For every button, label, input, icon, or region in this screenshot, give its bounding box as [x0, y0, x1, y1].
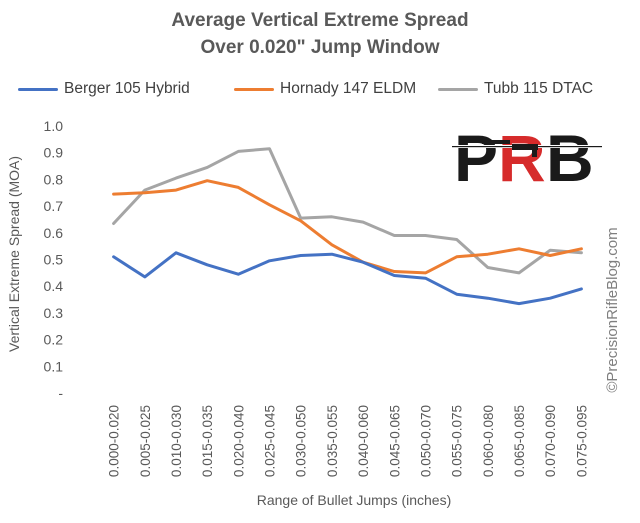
x-axis-label: Range of Bullet Jumps (inches) — [256, 492, 452, 508]
x-tick-label: 0.065-0.085 — [512, 405, 527, 477]
y-tick-label: 0.5 — [44, 252, 64, 268]
legend-swatch-tubb — [438, 87, 478, 91]
legend-item-hornady: Hornady 147 ELDM — [234, 79, 416, 99]
legend-label-tubb: Tubb 115 DTAC — [484, 80, 594, 97]
x-tick-label: 0.000-0.020 — [107, 405, 122, 477]
x-tick-label: 0.055-0.075 — [450, 405, 465, 477]
x-tick-label: 0.050-0.070 — [418, 405, 433, 477]
y-tick-label: 0.7 — [44, 198, 64, 214]
x-tick-label: 0.015-0.035 — [200, 405, 215, 477]
y-tick-label: 0.1 — [44, 358, 64, 374]
legend-swatch-hornady — [234, 87, 274, 91]
series-line-tubb — [112, 147, 583, 275]
x-tick-label: 0.010-0.030 — [169, 405, 184, 477]
logo-letter-p: P — [454, 125, 498, 187]
y-tick-label: 1.0 — [44, 118, 64, 134]
x-tick-label: 0.075-0.095 — [574, 405, 589, 477]
logo-letter-b: B — [546, 125, 594, 187]
legend-label-hornady: Hornady 147 ELDM — [280, 80, 417, 97]
x-tick-label: 0.060-0.080 — [481, 405, 496, 477]
series-line-berger — [112, 251, 583, 306]
x-tick-label: 0.020-0.040 — [231, 405, 246, 477]
y-tick-label: 0.8 — [44, 171, 64, 187]
y-tick-label: 0.9 — [44, 145, 64, 161]
legend-item-berger: Berger 105 Hybrid — [18, 79, 190, 99]
x-tick-label: 0.070-0.090 — [543, 405, 558, 477]
y-tick-label: 0.3 — [44, 305, 64, 321]
y-tick-label: 0.6 — [44, 225, 64, 241]
legend-label-berger: Berger 105 Hybrid — [64, 80, 190, 97]
y-tick-label: 0.4 — [44, 278, 64, 294]
y-tick-label: - — [58, 385, 63, 401]
legend-item-tubb: Tubb 115 DTAC — [438, 79, 593, 99]
x-tick-label: 0.040-0.060 — [356, 405, 371, 477]
x-tick-label: 0.035-0.055 — [325, 405, 340, 477]
series-line-hornady — [112, 179, 583, 275]
x-tick-label: 0.030-0.050 — [294, 405, 309, 477]
chart-title-line1: Average Vertical Extreme Spread — [171, 10, 469, 31]
x-tick-label: 0.005-0.025 — [138, 405, 153, 477]
x-tick-label: 0.025-0.045 — [263, 405, 278, 477]
chart-title-line2: Over 0.020" Jump Window — [200, 37, 440, 58]
y-tick-label: 0.2 — [44, 332, 64, 348]
x-tick-label: 0.045-0.065 — [387, 405, 402, 477]
logo-letter-r: R — [498, 125, 546, 187]
prb-logo: P R B — [452, 125, 602, 187]
legend-swatch-berger — [18, 87, 58, 91]
rifle-silhouette-icon — [452, 140, 602, 157]
